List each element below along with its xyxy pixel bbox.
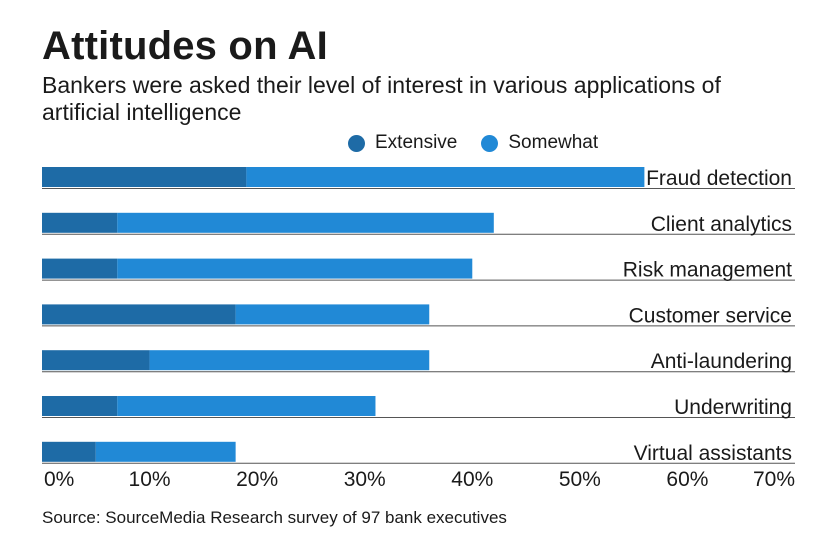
bar-extensive [42, 167, 247, 187]
bar-somewhat [149, 350, 430, 371]
bar-extensive [42, 304, 236, 325]
x-tick-label: 40% [451, 468, 493, 491]
bar-somewhat [117, 212, 494, 233]
bar-somewhat [235, 304, 430, 325]
bar-extensive [42, 258, 118, 279]
legend-item-somewhat: Somewhat [481, 132, 598, 154]
x-tick-label: 50% [559, 468, 601, 491]
x-tick-label: 60% [666, 468, 708, 491]
category-label: Underwriting [674, 396, 792, 419]
bar-extensive [42, 441, 96, 462]
chart-legend: Extensive Somewhat [348, 131, 622, 155]
legend-item-extensive: Extensive [348, 132, 457, 154]
x-tick-label: 0% [44, 468, 74, 491]
bar-somewhat [246, 167, 645, 187]
bar-somewhat [95, 441, 236, 462]
category-label: Customer service [629, 304, 792, 327]
legend-label-extensive: Extensive [375, 132, 458, 153]
bar-somewhat [117, 258, 473, 279]
legend-label-somewhat: Somewhat [508, 132, 599, 153]
x-tick-label: 70% [753, 468, 795, 491]
legend-swatch-extensive [348, 134, 365, 152]
chart-subtitle: Bankers were asked their level of intere… [42, 72, 721, 125]
bar-extensive [42, 396, 118, 416]
source-note: Source: SourceMedia Research survey of 9… [42, 508, 507, 527]
category-label: Virtual assistants [634, 442, 792, 465]
category-label: Risk management [623, 259, 792, 282]
x-tick-label: 20% [236, 468, 278, 491]
category-label: Anti-laundering [651, 350, 792, 373]
x-tick-label: 30% [344, 468, 386, 491]
chart-title: Attitudes on AI [42, 24, 328, 68]
bar-extensive [42, 212, 118, 233]
bar-somewhat [117, 396, 376, 416]
bar-extensive [42, 350, 150, 371]
category-label: Client analytics [651, 213, 792, 236]
x-tick-label: 10% [129, 468, 171, 491]
category-label: Fraud detection [646, 167, 792, 190]
legend-swatch-somewhat [481, 134, 499, 152]
